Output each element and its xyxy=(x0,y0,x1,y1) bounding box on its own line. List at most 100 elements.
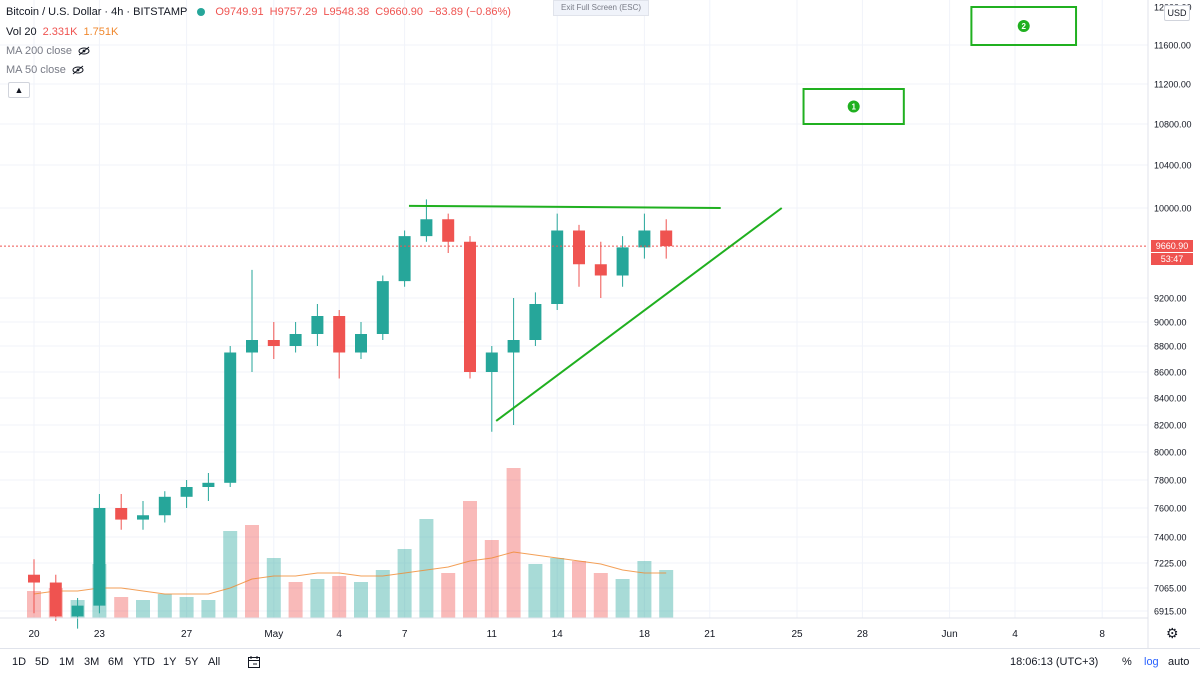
price-axis-label: 8000.00 xyxy=(1154,448,1187,458)
volume-bar xyxy=(484,540,499,618)
ma200-label: MA 200 close xyxy=(6,45,73,57)
candle-body xyxy=(180,487,193,497)
candle-body xyxy=(594,264,607,276)
time-axis-label: 20 xyxy=(28,629,40,640)
percent-scale-toggle[interactable]: % xyxy=(1122,656,1132,668)
chart-grid xyxy=(0,0,1148,618)
change-value: −83.89 (−0.86%) xyxy=(429,6,511,18)
time-axis-label: 21 xyxy=(704,629,716,640)
volume-bar xyxy=(550,558,565,618)
volume-bar xyxy=(136,600,150,618)
clock-timezone[interactable]: 18:06:13 (UTC+3) xyxy=(1010,656,1099,668)
timeframe-1y[interactable]: 1Y xyxy=(163,656,177,668)
volume-bar xyxy=(310,579,325,618)
volume-bar xyxy=(245,525,259,618)
time-axis-label: 4 xyxy=(336,629,342,640)
candle-body xyxy=(638,230,651,248)
price-axis-label: 10800.00 xyxy=(1154,120,1192,130)
price-axis-label: 8200.00 xyxy=(1154,421,1187,431)
market-status-icon xyxy=(197,8,206,16)
time-axis-label: 11 xyxy=(487,629,498,640)
volume-indicator-legend[interactable]: Vol 20 2.331K 1.751K xyxy=(6,26,118,38)
volume-bar xyxy=(114,597,129,618)
timeframe-5d[interactable]: 5D xyxy=(35,656,50,668)
ma200-indicator-legend[interactable]: MA 200 close xyxy=(6,45,90,57)
volume-bar xyxy=(572,561,586,618)
timeframe-1m[interactable]: 1M xyxy=(59,656,75,668)
volume-bar xyxy=(223,531,238,618)
price-axis-label: 9000.00 xyxy=(1154,318,1187,328)
candle-body xyxy=(137,515,149,520)
time-axis-label: 25 xyxy=(791,629,803,640)
timeframe-1d[interactable]: 1D xyxy=(12,656,27,668)
target-box-1 xyxy=(802,88,905,125)
log-scale-toggle[interactable]: log xyxy=(1144,656,1159,668)
price-axis-label: 7400.00 xyxy=(1154,533,1187,543)
candlesticks xyxy=(28,199,673,629)
timeframe-5y[interactable]: 5Y xyxy=(185,656,199,668)
auto-scale-toggle[interactable]: auto xyxy=(1168,656,1190,668)
timeframe-all[interactable]: All xyxy=(208,656,221,668)
candle-body xyxy=(224,352,237,483)
candle-body xyxy=(442,219,455,242)
hidden-eye-icon[interactable] xyxy=(72,65,84,75)
price-chart[interactable]: 12 6915.007065.007225.007400.007600.0078… xyxy=(0,0,1200,648)
price-axis-label: 6915.00 xyxy=(1154,607,1187,617)
target-box-1-marker xyxy=(847,100,860,113)
timeframe-3m[interactable]: 3M xyxy=(84,656,100,668)
volume-bar xyxy=(157,594,172,618)
target-box-2 xyxy=(970,6,1078,46)
price-axis-label: 7600.00 xyxy=(1154,504,1187,514)
candle-body xyxy=(573,230,585,265)
candle-body xyxy=(616,247,629,276)
price-axis-label: 8800.00 xyxy=(1154,342,1187,352)
candle-body xyxy=(93,508,106,606)
timeframe-6m[interactable]: 6M xyxy=(108,656,124,668)
go-to-date-icon[interactable] xyxy=(247,655,261,669)
candle-body xyxy=(311,316,324,334)
time-axis-label: May xyxy=(264,629,283,640)
exit-fullscreen-button[interactable]: Exit Full Screen (ESC) xyxy=(553,0,649,16)
volume-bar xyxy=(397,549,412,618)
volume-ma-value: 1.751K xyxy=(83,26,119,38)
timeframe-ytd[interactable]: YTD xyxy=(133,656,155,668)
volume-bar xyxy=(593,573,608,618)
time-axis-label: 14 xyxy=(552,629,564,640)
target-box-1-label: 1 xyxy=(851,103,856,112)
volume-label: Vol 20 xyxy=(6,26,37,38)
candle-body xyxy=(158,496,171,516)
price-axis-label: 7800.00 xyxy=(1154,476,1187,486)
price-axis-label: 11200.00 xyxy=(1154,80,1191,90)
hidden-eye-icon[interactable] xyxy=(78,46,90,56)
symbol-title[interactable]: Bitcoin / U.S. Dollar · 4h · BITSTAMP xyxy=(6,6,188,18)
price-axis: 6915.00 7065.00 7225.00 7400.00 7600.00 7800.… xyxy=(1154,3,1192,617)
price-axis-label: 8600.00 xyxy=(1154,368,1187,378)
collapse-legend-button[interactable]: ▲ xyxy=(8,82,30,98)
time-axis-label: 23 xyxy=(94,629,106,640)
ma50-indicator-legend[interactable]: MA 50 close xyxy=(6,64,84,76)
time-axis-label: 7 xyxy=(402,629,408,640)
time-axis-label: 28 xyxy=(857,629,869,640)
support-trendline xyxy=(495,207,783,422)
candle-body xyxy=(551,230,564,304)
candle-body xyxy=(398,236,411,282)
volume-bar xyxy=(637,561,652,618)
bar-countdown-tag: 53:47 xyxy=(1151,253,1193,266)
currency-button[interactable]: USD xyxy=(1164,5,1190,21)
volume-bar xyxy=(441,573,456,618)
settings-gear-icon[interactable]: ⚙ xyxy=(1166,625,1179,641)
candle-body xyxy=(115,508,128,520)
candle-body xyxy=(202,482,215,487)
price-axis-label: 9200.00 xyxy=(1154,294,1187,304)
volume-bar xyxy=(659,570,674,618)
volume-bar xyxy=(354,582,368,618)
volume-bar xyxy=(463,501,477,618)
volume-bar xyxy=(506,468,521,618)
price-axis-label: 11600.00 xyxy=(1154,41,1191,51)
high-value: H9757.29 xyxy=(269,6,318,18)
candle-body xyxy=(507,340,520,353)
volume-bar xyxy=(528,564,543,618)
price-axis-label: 8400.00 xyxy=(1154,394,1187,404)
price-axis-label: 10000.00 xyxy=(1154,204,1192,214)
candle-body xyxy=(420,219,433,237)
